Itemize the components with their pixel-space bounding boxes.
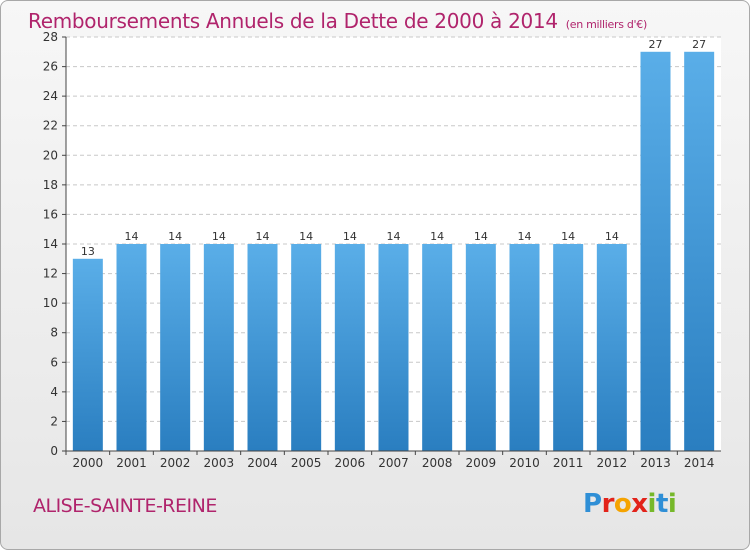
- y-tick-label: 4: [50, 385, 58, 399]
- data-label: 14: [125, 230, 139, 243]
- logo-letter: i: [647, 489, 657, 519]
- bar: [160, 244, 191, 451]
- data-label: 27: [649, 38, 663, 51]
- data-label: 14: [299, 230, 313, 243]
- y-tick-label: 16: [43, 207, 58, 221]
- y-tick-label: 12: [43, 267, 58, 281]
- x-tick-label: 2004: [247, 456, 278, 470]
- bar: [640, 51, 671, 452]
- data-label: 14: [212, 230, 226, 243]
- proxiti-logo: Proxiti: [583, 489, 677, 519]
- x-tick-label: 2008: [422, 456, 453, 470]
- y-tick-label: 28: [43, 30, 58, 44]
- commune-name: ALISE-SAINTE-REINE: [33, 495, 217, 517]
- bar: [509, 244, 540, 451]
- logo-letter: r: [601, 489, 615, 519]
- bar: [291, 244, 322, 451]
- bar: [465, 244, 496, 451]
- y-tick-label: 0: [50, 444, 58, 458]
- x-tick-label: 2006: [335, 456, 366, 470]
- data-label: 14: [518, 230, 532, 243]
- data-label: 14: [387, 230, 401, 243]
- y-tick-label: 14: [43, 237, 58, 251]
- x-tick-label: 2010: [509, 456, 540, 470]
- y-tick-label: 2: [50, 414, 58, 428]
- chart-title-text: Remboursements Annuels de la Dette de 20…: [28, 9, 558, 33]
- logo-letter: i: [667, 489, 677, 519]
- data-label: 27: [692, 38, 706, 51]
- bar: [684, 51, 715, 452]
- logo-letter: P: [583, 489, 602, 519]
- x-tick-label: 2005: [291, 456, 322, 470]
- y-tick-label: 26: [43, 60, 58, 74]
- bar: [422, 244, 453, 451]
- x-tick-label: 2014: [684, 456, 715, 470]
- x-tick-label: 2007: [378, 456, 409, 470]
- bar: [334, 244, 365, 451]
- chart-unit: (en milliers d'€): [565, 18, 647, 31]
- y-tick-label: 10: [43, 296, 58, 310]
- y-tick-label: 22: [43, 119, 58, 133]
- bar: [553, 244, 584, 451]
- x-tick-label: 2001: [116, 456, 147, 470]
- data-label: 14: [605, 230, 619, 243]
- y-tick-label: 20: [43, 148, 58, 162]
- y-tick-label: 8: [50, 326, 58, 340]
- data-label: 14: [474, 230, 488, 243]
- x-tick-label: 2012: [597, 456, 628, 470]
- y-tick-label: 24: [43, 89, 58, 103]
- x-tick-label: 2011: [553, 456, 584, 470]
- data-label: 14: [561, 230, 575, 243]
- bar: [596, 244, 627, 451]
- data-label: 14: [168, 230, 182, 243]
- x-tick-label: 2002: [160, 456, 191, 470]
- bar: [116, 244, 147, 451]
- data-label: 14: [343, 230, 357, 243]
- x-tick-label: 2013: [640, 456, 671, 470]
- bar: [378, 244, 409, 451]
- bar: [247, 244, 278, 451]
- logo-letter: t: [655, 489, 668, 519]
- x-tick-label: 2009: [466, 456, 497, 470]
- chart-title: Remboursements Annuels de la Dette de 20…: [28, 9, 647, 33]
- bar: [72, 258, 103, 451]
- data-label: 14: [256, 230, 270, 243]
- logo-letter: x: [631, 489, 648, 519]
- data-label: 13: [81, 245, 95, 258]
- y-tick-label: 18: [43, 178, 58, 192]
- x-tick-label: 2000: [73, 456, 104, 470]
- bar: [203, 244, 234, 451]
- data-label: 14: [430, 230, 444, 243]
- logo-letter: o: [613, 489, 632, 519]
- x-tick-label: 2003: [204, 456, 235, 470]
- y-tick-label: 6: [50, 355, 58, 369]
